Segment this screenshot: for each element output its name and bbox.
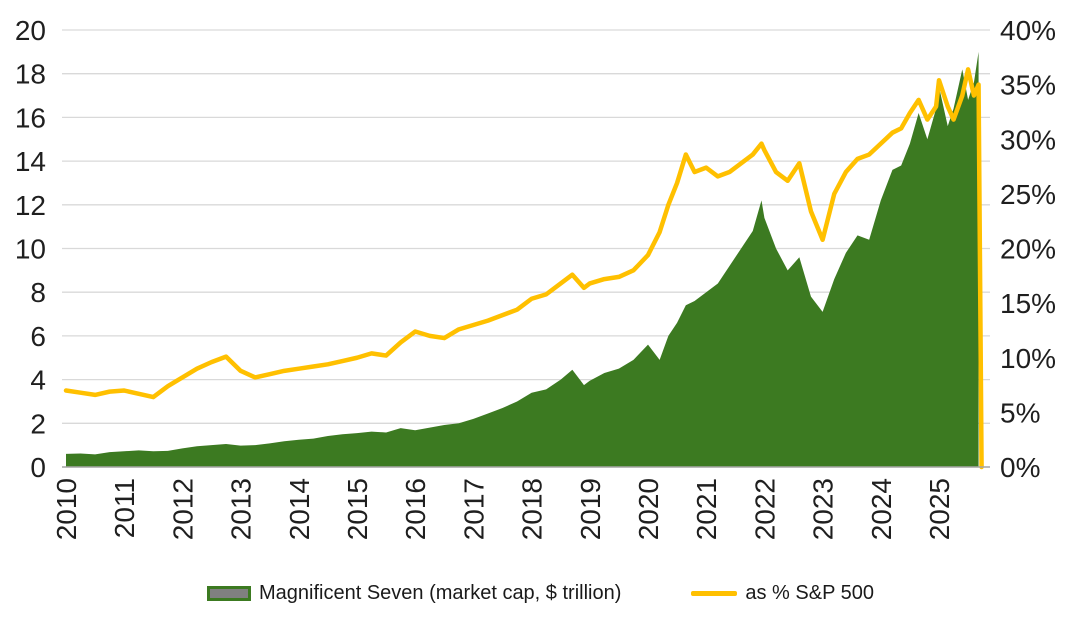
- svg-text:2025: 2025: [924, 478, 955, 540]
- svg-text:20: 20: [15, 15, 46, 46]
- svg-text:15%: 15%: [1000, 288, 1056, 319]
- svg-text:0%: 0%: [1000, 452, 1040, 483]
- svg-text:2010: 2010: [51, 478, 82, 540]
- chart-legend: Magnificent Seven (market cap, $ trillio…: [0, 582, 1081, 605]
- svg-text:30%: 30%: [1000, 124, 1056, 155]
- svg-text:2018: 2018: [517, 478, 548, 540]
- svg-text:20%: 20%: [1000, 234, 1056, 265]
- svg-text:2022: 2022: [749, 478, 780, 540]
- svg-text:8: 8: [30, 277, 46, 308]
- legend-label-magnificent-seven: Magnificent Seven (market cap, $ trillio…: [259, 582, 622, 604]
- svg-text:2017: 2017: [458, 478, 489, 540]
- svg-text:2013: 2013: [226, 478, 257, 540]
- area-series-swatch-icon: [207, 586, 251, 601]
- legend-label-pct-sp500: as % S&P 500: [745, 582, 874, 604]
- svg-text:10%: 10%: [1000, 343, 1056, 374]
- svg-text:2023: 2023: [808, 478, 839, 540]
- line-series-swatch-icon: [691, 591, 738, 596]
- svg-text:14: 14: [15, 146, 46, 177]
- x-axis-tick-labels: 2010 2011 2012 2013 2014 2015 2016 2017 2018 2019…: [51, 478, 955, 540]
- area-series-magnificent-seven: [66, 51, 979, 467]
- gridlines: [62, 29, 990, 468]
- legend-item-magnificent-seven: Magnificent Seven (market cap, $ trillio…: [207, 582, 621, 605]
- svg-text:2012: 2012: [167, 478, 198, 540]
- svg-text:40%: 40%: [1000, 15, 1056, 46]
- svg-text:10: 10: [15, 234, 46, 265]
- legend-item-pct-sp500: as % S&P 500: [691, 582, 874, 605]
- svg-text:25%: 25%: [1000, 179, 1056, 210]
- svg-text:12: 12: [15, 190, 46, 221]
- line-series-pct-sp500: [63, 67, 984, 470]
- y-axis-right-tick-labels: 0% 5% 10% 15% 20% 25% 30% 35% 40%: [1000, 15, 1056, 483]
- svg-text:2019: 2019: [575, 478, 606, 540]
- svg-text:2014: 2014: [284, 478, 315, 540]
- svg-text:2015: 2015: [342, 478, 373, 540]
- svg-text:35%: 35%: [1000, 70, 1056, 101]
- svg-text:2020: 2020: [633, 478, 664, 540]
- y-axis-left-tick-labels: 0 2 4 6 8 10 12 14 16 18 20: [15, 15, 46, 483]
- svg-text:18: 18: [15, 59, 46, 90]
- svg-text:5%: 5%: [1000, 397, 1040, 428]
- svg-text:6: 6: [30, 321, 46, 352]
- svg-text:2011: 2011: [109, 478, 140, 538]
- svg-text:2: 2: [30, 408, 46, 439]
- svg-text:4: 4: [30, 365, 46, 396]
- svg-text:2021: 2021: [691, 478, 722, 540]
- svg-text:2024: 2024: [866, 478, 897, 540]
- svg-text:0: 0: [30, 452, 46, 483]
- svg-text:2016: 2016: [400, 478, 431, 540]
- svg-text:16: 16: [15, 102, 46, 133]
